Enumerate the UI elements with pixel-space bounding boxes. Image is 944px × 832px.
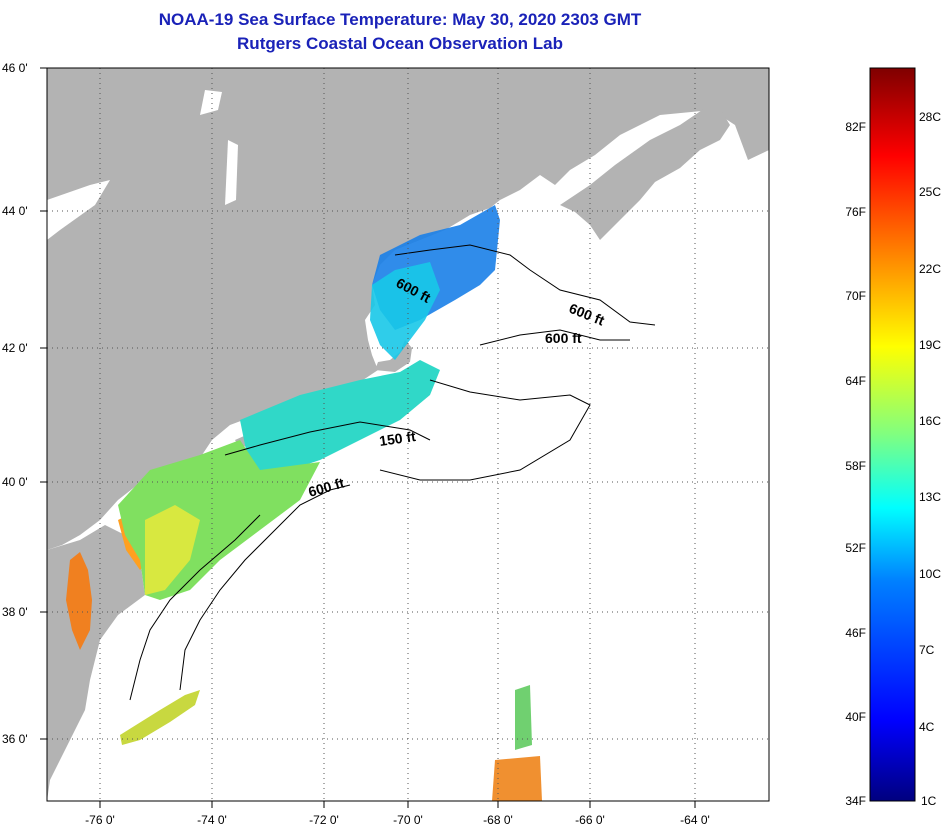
contour-600ft-shelf <box>179 484 351 691</box>
lat-label: 36 0' <box>2 732 28 746</box>
sst-shelf-yellow <box>145 505 200 595</box>
sst-gulfstream-orange <box>492 756 542 801</box>
lon-label: -72 0' <box>309 813 339 827</box>
axis-ticks <box>40 67 696 808</box>
lat-label: 38 0' <box>2 605 28 619</box>
colorbar-f-label: 64F <box>845 374 866 388</box>
colorbar-f-label: 70F <box>845 289 866 303</box>
contour-150ft-south <box>129 514 261 701</box>
lat-label: 42 0' <box>2 341 28 355</box>
colorbar-c-label: 13C <box>919 490 941 504</box>
latitude-labels: 46 0' 44 0' 42 0' 40 0' 38 0' 36 0' <box>2 61 28 746</box>
colorbar-f-label: 46F <box>845 626 866 640</box>
lat-label: 44 0' <box>2 204 28 218</box>
colorbar-c-label: 1C <box>921 794 937 808</box>
lat-label: 40 0' <box>2 475 28 489</box>
colorbar-f-label: 82F <box>845 120 866 134</box>
colorbar-c-label: 28C <box>919 110 941 124</box>
lon-label: -70 0' <box>393 813 423 827</box>
map-graticule <box>47 68 769 801</box>
colorbar-c-label: 7C <box>919 643 935 657</box>
temperature-colorbar: 82F 76F 70F 64F 58F 52F 46F 40F 34F 28C … <box>845 67 941 808</box>
colorbar-f-label: 34F <box>845 794 866 808</box>
lake-moosehead <box>200 90 222 115</box>
sst-gulfstream-green <box>515 685 532 750</box>
contour-150ft <box>224 421 431 456</box>
colorbar-c-label: 25C <box>919 185 941 199</box>
colorbar-c-label: 22C <box>919 262 941 276</box>
contour-600ft-georges <box>479 329 630 346</box>
colorbar-f-label: 58F <box>845 459 866 473</box>
colorbar-c-label: 16C <box>919 414 941 428</box>
depth-label-150ft: 150 ft <box>378 428 417 449</box>
colorbar-gradient <box>869 67 916 802</box>
sst-swath <box>118 205 542 801</box>
contour-600ft-gulf <box>394 244 656 326</box>
lon-label: -74 0' <box>197 813 227 827</box>
sst-south-patch <box>120 690 200 745</box>
longitude-labels: -76 0' -74 0' -72 0' -70 0' -68 0' -66 0… <box>85 813 710 827</box>
lon-label: -68 0' <box>483 813 513 827</box>
depth-label-600ft-3: 600 ft <box>545 330 582 346</box>
colorbar-c-label: 19C <box>919 338 941 352</box>
colorbar-f-label: 40F <box>845 710 866 724</box>
colorbar-c-label: 4C <box>919 720 935 734</box>
land-nova-scotia <box>560 108 730 240</box>
map-subtitle: Rutgers Coastal Ocean Observation Lab <box>237 34 563 53</box>
lon-label: -64 0' <box>680 813 710 827</box>
lake-ontario <box>47 180 110 240</box>
colorbar-c-label: 10C <box>919 567 941 581</box>
colorbar-f-label: 76F <box>845 205 866 219</box>
sst-shelf-cyan <box>240 360 440 470</box>
lon-label: -66 0' <box>575 813 605 827</box>
lake-champlain <box>225 140 238 205</box>
sst-gulf-of-maine-cyan <box>370 262 440 360</box>
bathymetry-contours <box>129 244 656 701</box>
chesapeake-bay-sst <box>66 552 92 650</box>
lat-label: 46 0' <box>2 61 28 75</box>
map-title: NOAA-19 Sea Surface Temperature: May 30,… <box>158 10 642 29</box>
contour-georges-bank <box>379 379 591 481</box>
colorbar-f-label: 52F <box>845 541 866 555</box>
lon-label: -76 0' <box>85 813 115 827</box>
